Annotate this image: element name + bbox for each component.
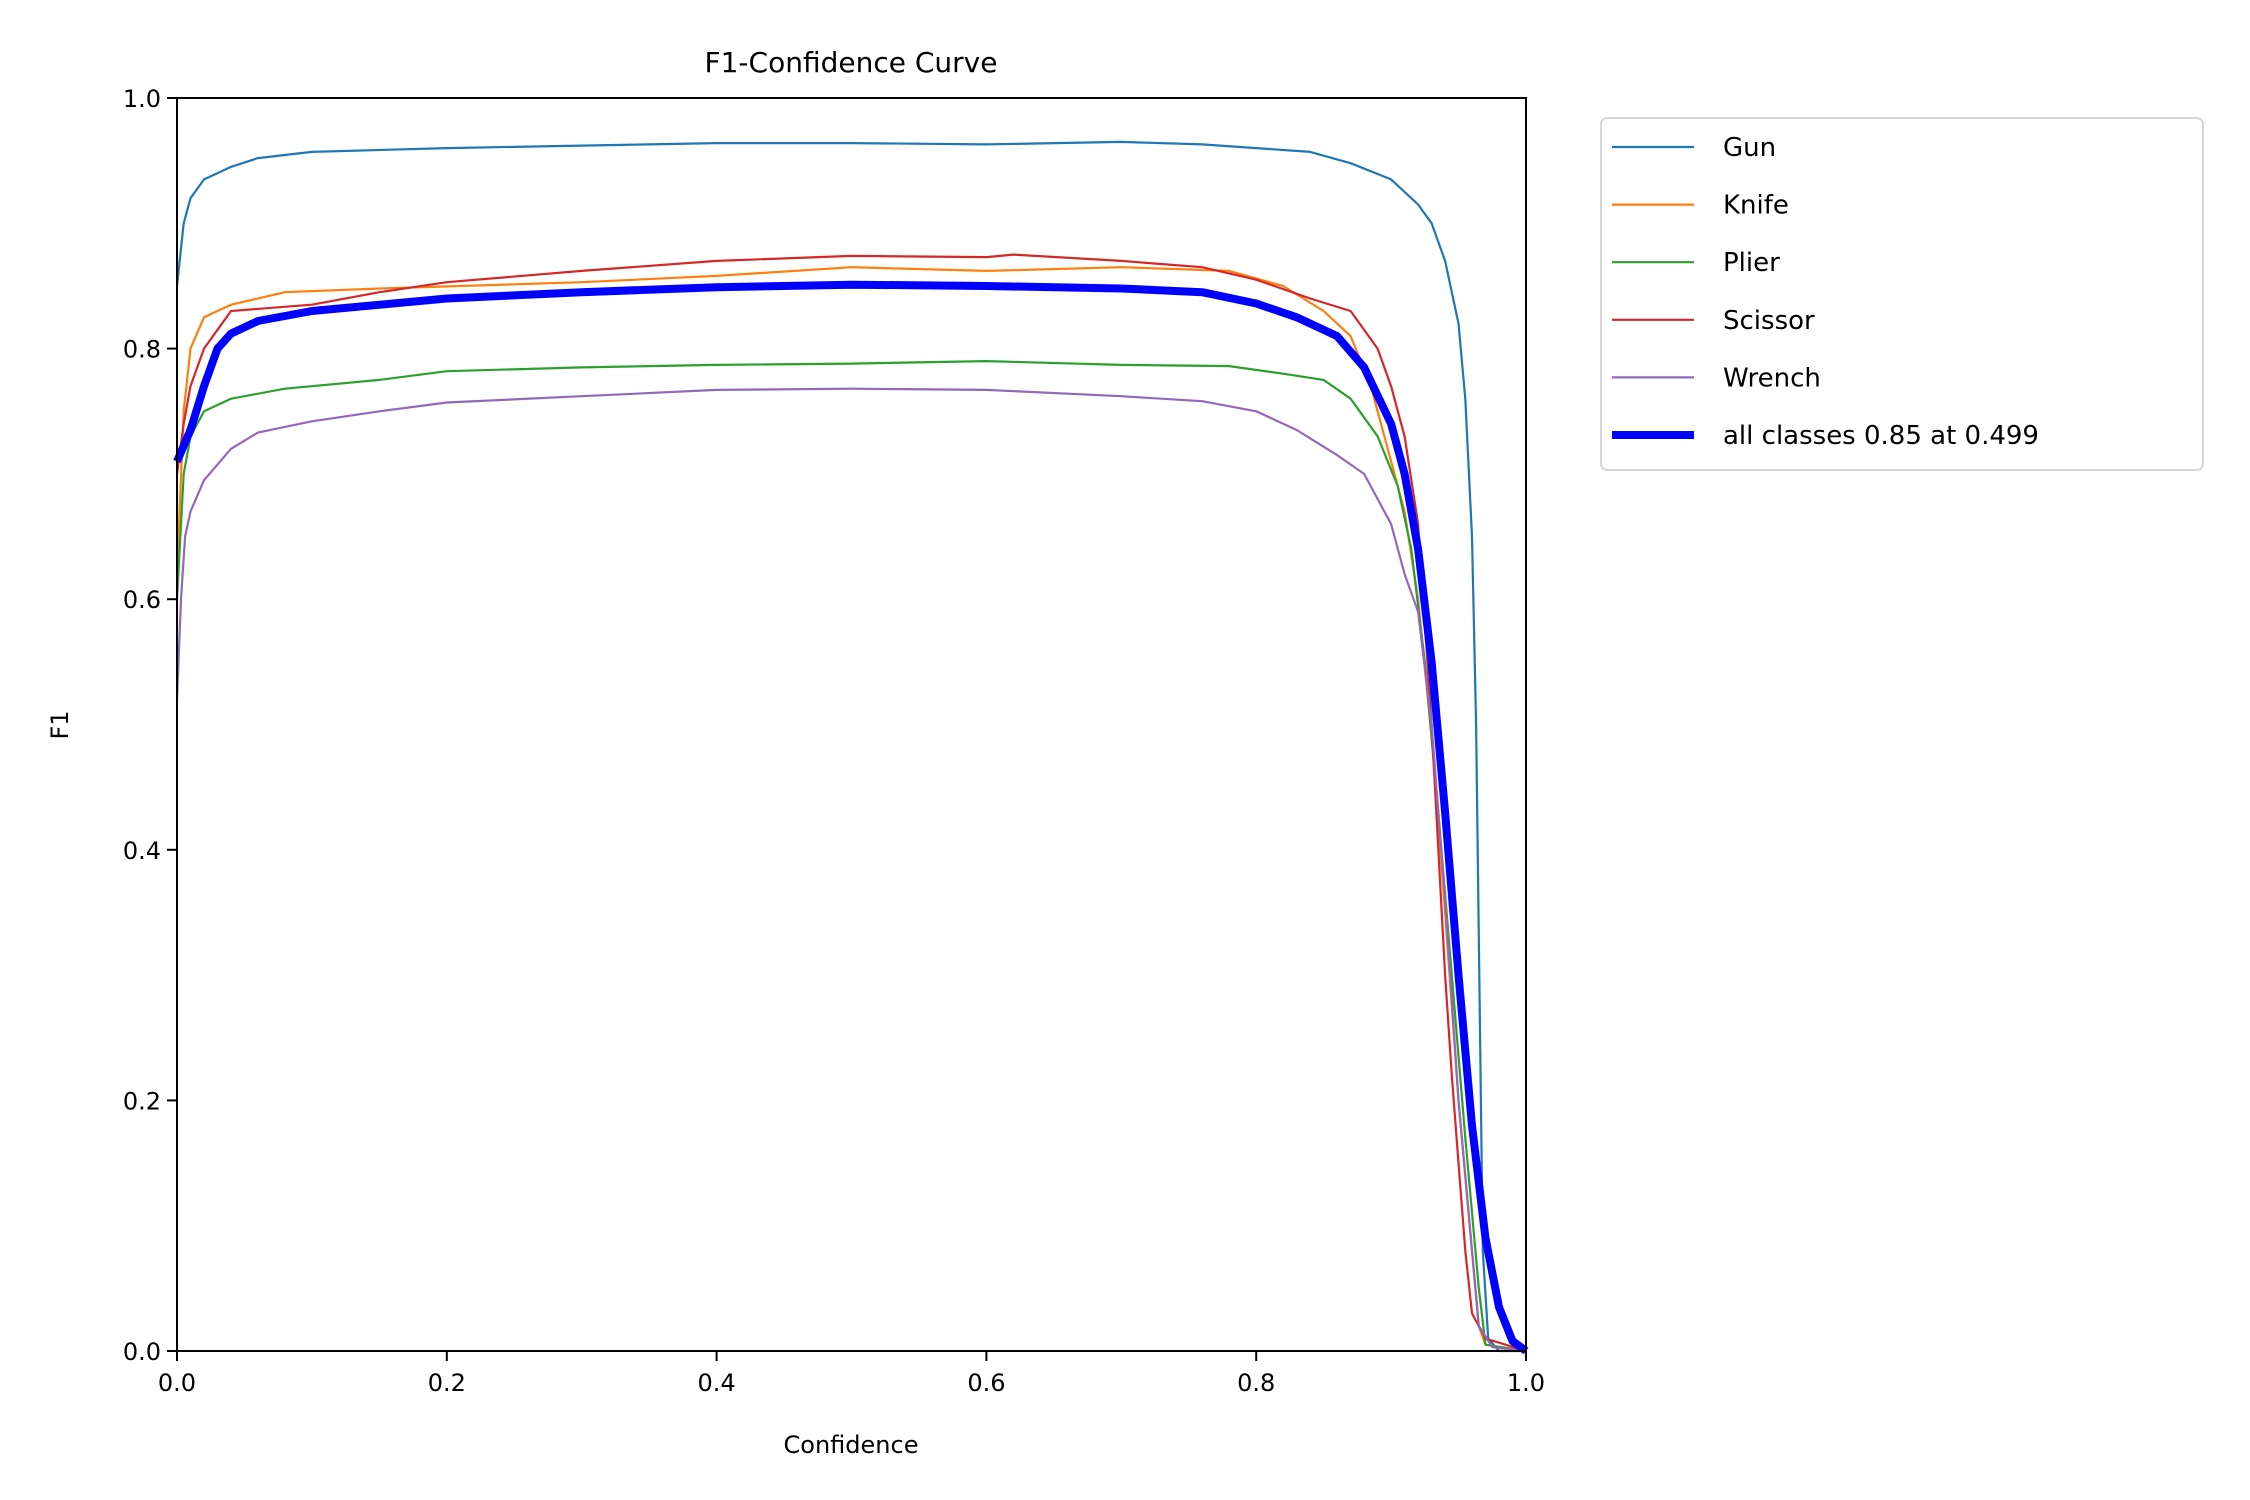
series-line-plier: [175, 360, 1527, 1353]
series-line-gun: [175, 140, 1526, 1353]
legend-label-plier: Plier: [1723, 248, 1780, 278]
x-tick-label: 0.0: [158, 1369, 196, 1397]
y-tick-label: 0.6: [123, 586, 161, 614]
y-tick-label: 0.4: [123, 837, 161, 865]
legend-label-all: all classes 0.85 at 0.499: [1723, 421, 2039, 451]
x-axis-ticks: 0.0 0.2 0.4 0.6 0.8 1.0: [158, 1351, 1545, 1397]
y-tick-label: 1.0: [123, 85, 161, 113]
legend-box: [1600, 117, 2204, 471]
x-tick-label: 1.0: [1507, 1369, 1545, 1397]
series-line-wrench: [175, 387, 1527, 1353]
y-tick-label: 0.8: [123, 336, 161, 364]
x-tick-label: 0.4: [698, 1369, 736, 1397]
y-axis-ticks: 0.0 0.2 0.4 0.6 0.8 1.0: [123, 85, 177, 1366]
plot-frame: [176, 97, 1527, 1352]
legend-label-scissor: Scissor: [1723, 306, 1815, 336]
y-axis-label: F1: [46, 710, 74, 739]
x-tick-label: 0.8: [1237, 1369, 1275, 1397]
legend-label-wrench: Wrench: [1723, 363, 1821, 393]
series-line-scissor: [175, 253, 1527, 1353]
legend-label-gun: Gun: [1723, 133, 1776, 163]
series-line-knife: [175, 266, 1527, 1353]
series-layer: [173, 140, 1529, 1355]
y-tick-label: 0.2: [123, 1087, 161, 1115]
chart-title: F1-Confidence Curve: [705, 46, 998, 79]
legend-label-knife: Knife: [1723, 191, 1789, 221]
series-line-all: [173, 280, 1529, 1355]
y-tick-label: 0.0: [123, 1338, 161, 1366]
x-axis-label: Confidence: [784, 1431, 919, 1459]
x-tick-label: 0.2: [428, 1369, 466, 1397]
x-tick-label: 0.6: [967, 1369, 1005, 1397]
legend: Gun Knife Plier Scissor Wrench all classes 0.…: [1600, 117, 2204, 471]
